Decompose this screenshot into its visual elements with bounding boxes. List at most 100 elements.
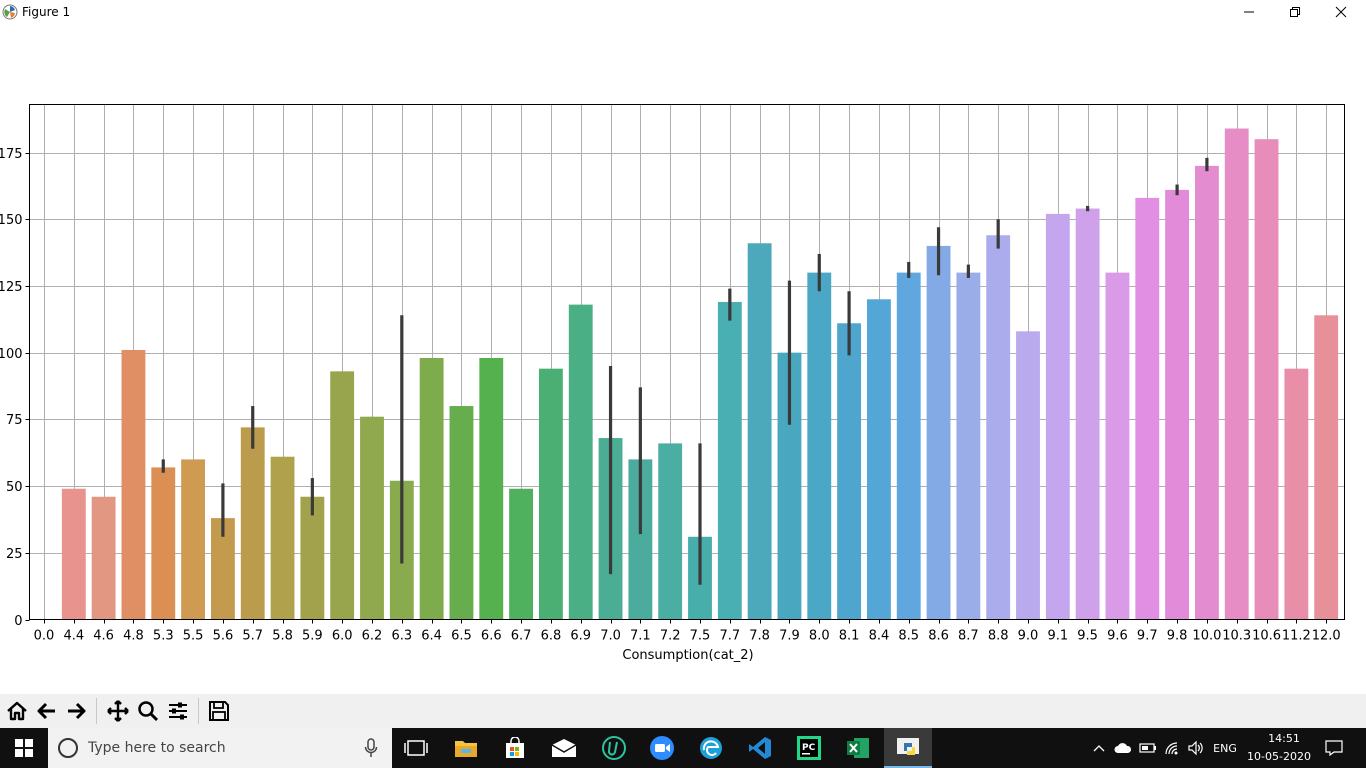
tray-expand-button[interactable]: [1090, 738, 1108, 758]
bar[interactable]: [181, 459, 206, 620]
bar[interactable]: [658, 443, 683, 620]
chevron-up-icon: [1093, 745, 1105, 752]
x-tick-label: 8.4: [869, 629, 890, 644]
forward-button[interactable]: [62, 697, 90, 725]
pycharm-button[interactable]: PC: [785, 728, 833, 768]
x-tick-label: 0.0: [34, 629, 55, 644]
minimize-button[interactable]: [1226, 0, 1272, 24]
onedrive-button[interactable]: [1112, 738, 1134, 758]
bar[interactable]: [91, 496, 116, 620]
pycharm-icon: PC: [797, 736, 821, 760]
bar[interactable]: [509, 488, 534, 620]
u-app-button[interactable]: [590, 728, 638, 768]
bar[interactable]: [270, 456, 295, 620]
y-tick-label: 125: [0, 280, 23, 295]
x-tick-label: 4.8: [123, 629, 144, 644]
language-indicator[interactable]: ENG: [1213, 741, 1237, 755]
bar[interactable]: [1314, 315, 1339, 620]
bar[interactable]: [330, 371, 355, 620]
bar[interactable]: [121, 349, 146, 620]
bar[interactable]: [210, 518, 235, 620]
clock-date[interactable]: 10-05-2020: [1247, 750, 1311, 763]
bar[interactable]: [1254, 139, 1279, 620]
start-button[interactable]: [0, 728, 48, 768]
x-tick-label: 9.0: [1018, 629, 1039, 644]
bar[interactable]: [1224, 128, 1249, 620]
y-tick-label: 50: [6, 480, 23, 495]
bar[interactable]: [1075, 208, 1100, 620]
error-bars: [161, 157, 1209, 585]
edge-icon: [700, 737, 722, 759]
network-button[interactable]: [1162, 738, 1182, 758]
bar[interactable]: [449, 406, 474, 620]
bar[interactable]: [360, 416, 384, 620]
vscode-button[interactable]: [736, 728, 784, 768]
bar[interactable]: [628, 459, 653, 620]
x-tick-label: 8.7: [958, 629, 979, 644]
excel-button[interactable]: [834, 728, 882, 768]
file-explorer-button[interactable]: [442, 728, 490, 768]
sliders-icon: [169, 702, 187, 720]
move-icon: [107, 700, 129, 722]
bar[interactable]: [837, 323, 862, 620]
bar[interactable]: [1105, 272, 1130, 620]
bar[interactable]: [1284, 368, 1309, 620]
x-axis-label: Consumption(cat_2): [622, 648, 753, 663]
bar[interactable]: [419, 357, 444, 620]
store-button[interactable]: [491, 728, 539, 768]
chart-area[interactable]: 0 25 50 75 100 125 150 175 0.0 4.4 4.6 4.8 5.3 5.5 5.6…: [0, 24, 1366, 694]
bar[interactable]: [479, 357, 504, 620]
back-button[interactable]: [33, 697, 61, 725]
x-tick-label: 7.0: [600, 629, 621, 644]
bar[interactable]: [926, 245, 951, 620]
mail-button[interactable]: [540, 728, 588, 768]
bar[interactable]: [300, 496, 325, 620]
bar[interactable]: [1045, 213, 1070, 620]
clock-time[interactable]: 14:51: [1268, 732, 1300, 745]
bar[interactable]: [1194, 165, 1219, 620]
restore-icon: [1290, 7, 1300, 17]
edge-button[interactable]: [687, 728, 735, 768]
bar[interactable]: [61, 488, 86, 620]
bar[interactable]: [717, 301, 742, 620]
close-icon: [1335, 6, 1347, 18]
maximize-button[interactable]: [1272, 0, 1318, 24]
bar[interactable]: [538, 368, 563, 620]
bar[interactable]: [1016, 331, 1040, 620]
wifi-icon: [1165, 742, 1178, 755]
x-tick-label: 7.9: [779, 629, 800, 644]
zoom-app-button[interactable]: [638, 728, 686, 768]
file-explorer-icon: [455, 741, 477, 757]
bar[interactable]: [1165, 189, 1190, 620]
bar[interactable]: [986, 235, 1011, 620]
task-view-button[interactable]: [392, 728, 440, 768]
bar[interactable]: [807, 272, 832, 620]
notifications-button[interactable]: [1322, 738, 1346, 758]
zoom-button[interactable]: [134, 697, 162, 725]
x-tick-label: 6.3: [391, 629, 412, 644]
title-bar: Figure 1: [0, 0, 1366, 24]
toolbar-separator: [96, 698, 97, 724]
python-button[interactable]: [884, 728, 932, 768]
x-tick-label: 10.0: [1192, 629, 1221, 644]
pan-button[interactable]: [104, 697, 132, 725]
close-button[interactable]: [1318, 0, 1364, 24]
bar[interactable]: [240, 427, 265, 620]
bar[interactable]: [866, 299, 891, 620]
bar[interactable]: [956, 272, 981, 620]
save-button[interactable]: [205, 697, 233, 725]
bar[interactable]: [1135, 197, 1160, 620]
bar[interactable]: [777, 352, 802, 620]
configure-button[interactable]: [164, 697, 192, 725]
home-button[interactable]: [3, 697, 31, 725]
x-tick-label: 9.7: [1137, 629, 1158, 644]
bar[interactable]: [151, 467, 176, 620]
bar-chart: 0 25 50 75 100 125 150 175 0.0 4.4 4.6 4.8 5.3 5.5 5.6…: [0, 104, 1345, 663]
volume-button[interactable]: [1186, 738, 1206, 758]
battery-button[interactable]: [1138, 738, 1158, 758]
microphone-icon[interactable]: [364, 738, 378, 758]
bar[interactable]: [568, 304, 593, 620]
taskbar-search[interactable]: Type here to search: [48, 728, 392, 768]
bar[interactable]: [896, 272, 921, 620]
bar[interactable]: [747, 243, 772, 620]
